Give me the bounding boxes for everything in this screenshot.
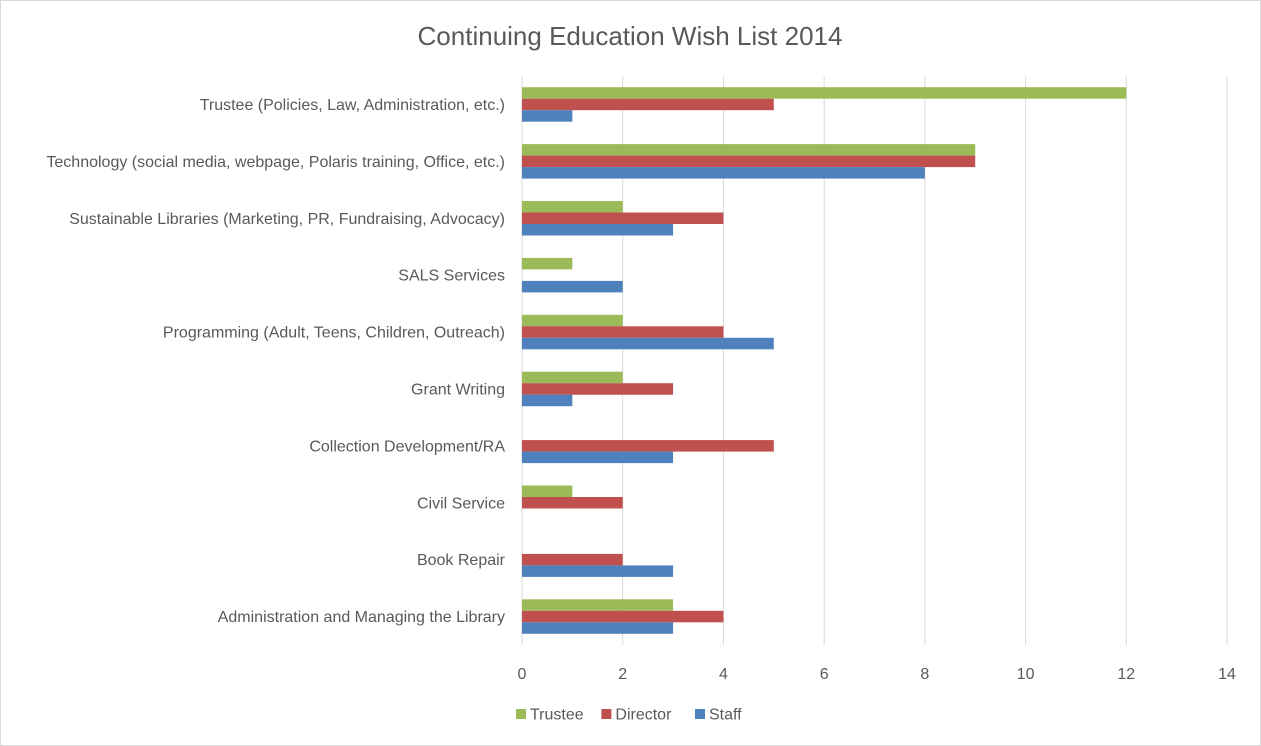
- x-tick-label: 10: [1017, 666, 1035, 683]
- category-label: Administration and Managing the Library: [218, 609, 505, 626]
- bar-trustee: [522, 257, 573, 270]
- x-tick-label: 4: [719, 666, 728, 683]
- category-label: Book Repair: [417, 552, 506, 569]
- bar-trustee: [522, 144, 976, 156]
- bar-trustee: [522, 485, 573, 497]
- x-tick-label: 6: [820, 666, 829, 683]
- bar-staff: [522, 337, 774, 350]
- bar-staff: [522, 451, 674, 464]
- category-label: Civil Service: [417, 495, 505, 512]
- legend-label-staff: Staff: [709, 707, 742, 724]
- bar-staff: [522, 622, 674, 634]
- category-label: Sustainable Libraries (Marketing, PR, Fu…: [69, 211, 505, 228]
- legend-swatch-trustee: [516, 709, 526, 719]
- category-label: SALS Services: [398, 268, 505, 285]
- bar-director: [522, 155, 976, 168]
- category-labels: Trustee (Policies, Law, Administration, …: [46, 97, 505, 626]
- bar-staff: [522, 280, 623, 293]
- bar-director: [522, 98, 774, 111]
- bar-director: [522, 610, 724, 623]
- category-label: Technology (social media, webpage, Polar…: [46, 154, 505, 171]
- category-label: Trustee (Policies, Law, Administration, …: [200, 97, 505, 114]
- bar-staff: [522, 110, 573, 122]
- legend-label-trustee: Trustee: [530, 707, 584, 724]
- bar-trustee: [522, 371, 623, 384]
- x-tick-label: 14: [1218, 666, 1236, 683]
- legend-swatch-director: [601, 709, 612, 719]
- category-label: Collection Development/RA: [309, 438, 505, 455]
- bar-director: [522, 326, 724, 338]
- legend-label-director: Director: [615, 707, 672, 724]
- category-label: Programming (Adult, Teens, Children, Out…: [163, 325, 505, 342]
- bar-trustee: [522, 599, 674, 611]
- legend-swatch-staff: [695, 709, 705, 719]
- bar-trustee: [522, 201, 623, 213]
- bar-director: [522, 383, 674, 395]
- bar-staff: [522, 565, 674, 577]
- bar-director: [522, 553, 623, 566]
- bar-staff: [522, 394, 573, 407]
- x-tick-label: 2: [618, 666, 627, 683]
- bars: [522, 87, 1127, 634]
- bar-trustee: [522, 314, 623, 327]
- bar-trustee: [522, 87, 1127, 99]
- bar-director: [522, 212, 724, 224]
- bar-staff: [522, 167, 925, 179]
- x-tick-label: 8: [920, 666, 929, 683]
- bar-director: [522, 497, 623, 509]
- x-axis-tick-labels: 0 2 4 6 8 10 12 14: [518, 666, 1236, 683]
- x-tick-label: 12: [1117, 666, 1135, 683]
- x-tick-label: 0: [518, 666, 527, 683]
- bar-staff: [522, 224, 674, 236]
- chart-title: Continuing Education Wish List 2014: [418, 21, 843, 51]
- legend: Trustee Director Staff: [516, 707, 742, 724]
- category-label: Grant Writing: [411, 381, 505, 398]
- bar-director: [522, 440, 774, 452]
